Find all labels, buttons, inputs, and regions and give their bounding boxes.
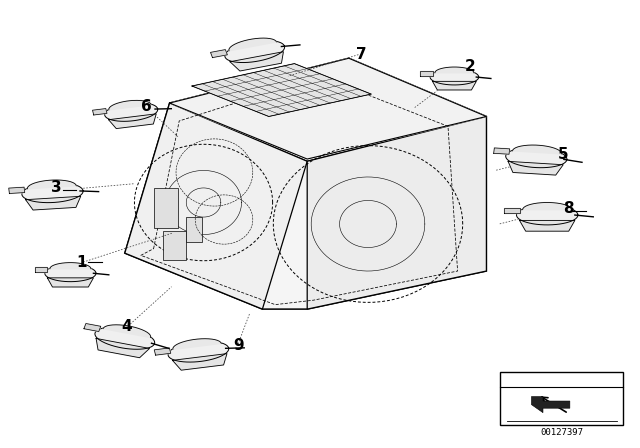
Bar: [500, 372, 623, 425]
Polygon shape: [520, 220, 575, 231]
Polygon shape: [105, 103, 157, 121]
Polygon shape: [229, 38, 276, 51]
Polygon shape: [170, 58, 486, 161]
Bar: [186, 217, 202, 242]
Text: 9: 9: [233, 338, 243, 353]
Polygon shape: [513, 145, 561, 154]
Polygon shape: [103, 325, 150, 337]
Polygon shape: [9, 187, 25, 194]
Polygon shape: [47, 278, 93, 287]
Polygon shape: [430, 69, 479, 85]
Bar: [154, 188, 178, 228]
Bar: [163, 231, 186, 260]
Polygon shape: [170, 58, 486, 159]
Polygon shape: [95, 327, 155, 349]
Polygon shape: [109, 100, 151, 110]
Polygon shape: [168, 341, 228, 362]
Polygon shape: [154, 348, 171, 355]
Polygon shape: [531, 396, 570, 413]
Polygon shape: [516, 205, 578, 225]
Polygon shape: [504, 208, 520, 213]
Polygon shape: [211, 50, 227, 58]
Polygon shape: [420, 71, 433, 76]
Text: 5: 5: [558, 147, 568, 162]
Polygon shape: [96, 338, 150, 358]
Text: 3: 3: [51, 180, 61, 195]
Polygon shape: [35, 267, 47, 272]
Polygon shape: [173, 339, 221, 349]
Polygon shape: [508, 161, 563, 175]
Polygon shape: [28, 180, 76, 189]
Polygon shape: [230, 52, 284, 71]
Polygon shape: [125, 103, 307, 309]
Polygon shape: [84, 323, 100, 332]
Text: 6: 6: [141, 99, 151, 114]
Polygon shape: [45, 265, 96, 282]
Text: 2: 2: [465, 59, 476, 74]
Polygon shape: [22, 183, 83, 202]
Text: 1: 1: [77, 254, 87, 270]
Polygon shape: [506, 148, 567, 168]
Polygon shape: [493, 148, 509, 154]
Polygon shape: [93, 108, 107, 115]
Polygon shape: [307, 116, 486, 309]
Polygon shape: [125, 58, 486, 309]
Polygon shape: [50, 263, 91, 269]
Text: 00127397: 00127397: [540, 428, 584, 437]
Polygon shape: [523, 202, 572, 210]
Polygon shape: [435, 67, 474, 73]
Text: 4: 4: [122, 319, 132, 334]
Text: 7: 7: [356, 47, 367, 62]
Text: 8: 8: [563, 201, 573, 216]
Polygon shape: [109, 114, 156, 129]
Polygon shape: [433, 82, 476, 90]
Polygon shape: [192, 64, 371, 116]
Polygon shape: [225, 40, 285, 63]
Polygon shape: [173, 353, 227, 370]
Polygon shape: [26, 196, 81, 210]
